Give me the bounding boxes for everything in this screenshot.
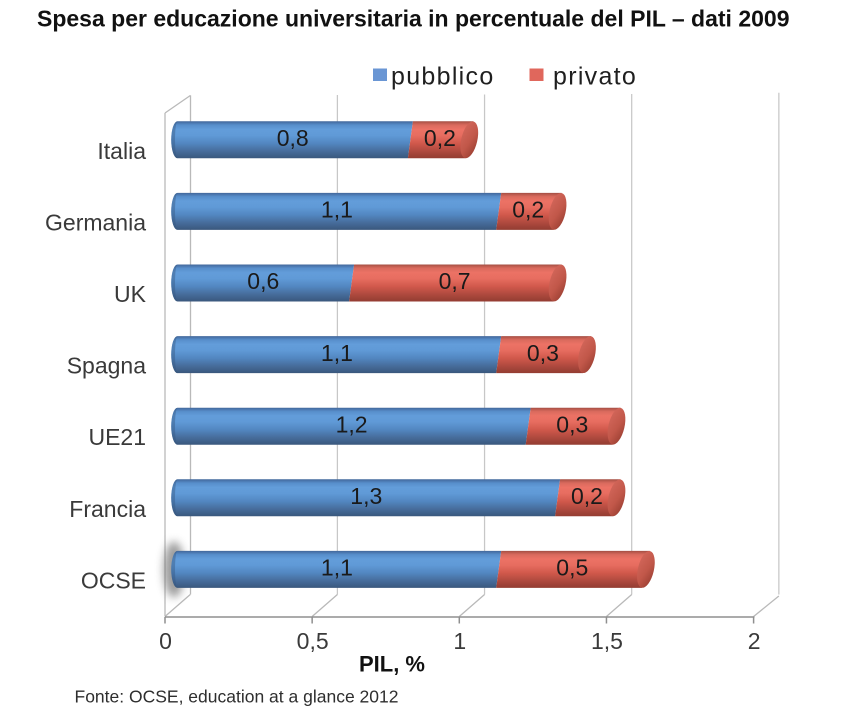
svg-text:0,3: 0,3: [556, 411, 588, 437]
svg-text:OCSE: OCSE: [81, 567, 146, 593]
svg-text:1,1: 1,1: [321, 340, 353, 366]
svg-text:1,1: 1,1: [321, 197, 353, 223]
svg-text:Francia: Francia: [69, 496, 146, 522]
svg-text:0,5: 0,5: [556, 555, 588, 581]
svg-text:privato: privato: [553, 62, 637, 90]
svg-text:1,1: 1,1: [321, 555, 353, 581]
svg-text:0,3: 0,3: [527, 340, 559, 366]
svg-text:0,6: 0,6: [247, 268, 279, 294]
svg-text:UK: UK: [114, 281, 147, 307]
svg-text:Italia: Italia: [97, 138, 146, 164]
svg-text:1,3: 1,3: [350, 483, 382, 509]
svg-text:Fonte: OCSE, education at a gl: Fonte: OCSE, education at a glance 2012: [75, 687, 399, 707]
svg-text:0,8: 0,8: [277, 125, 309, 151]
svg-text:0,7: 0,7: [439, 268, 471, 294]
svg-text:PIL, %: PIL, %: [359, 652, 425, 677]
svg-text:0: 0: [159, 628, 172, 654]
svg-text:0,5: 0,5: [297, 628, 329, 654]
svg-text:2: 2: [748, 628, 761, 654]
svg-text:Spesa per educazione universit: Spesa per educazione universitaria in pe…: [37, 5, 790, 31]
svg-text:1,5: 1,5: [591, 628, 623, 654]
svg-text:pubblico: pubblico: [391, 62, 495, 90]
svg-text:Spagna: Spagna: [67, 353, 147, 379]
svg-text:UE21: UE21: [88, 424, 146, 450]
svg-text:1: 1: [453, 628, 466, 654]
svg-text:0,2: 0,2: [512, 197, 544, 223]
svg-text:1,2: 1,2: [336, 411, 368, 437]
svg-text:Germania: Germania: [45, 209, 146, 235]
svg-text:0,2: 0,2: [424, 125, 456, 151]
svg-text:0,2: 0,2: [571, 483, 603, 509]
